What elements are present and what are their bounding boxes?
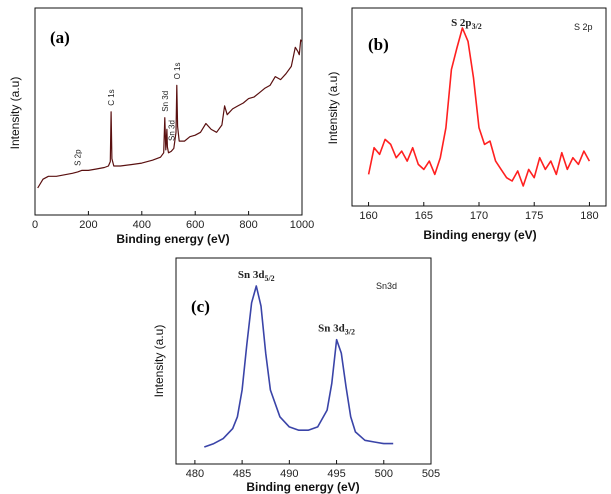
panel-a-xlabel: Binding energy (eV) bbox=[116, 232, 229, 246]
panel-b-label: (b) bbox=[368, 35, 389, 54]
peak-annotation: O 1s bbox=[173, 62, 182, 79]
x-tick-label: 800 bbox=[239, 219, 257, 231]
x-tick-label: 0 bbox=[32, 219, 38, 231]
x-tick-label: 485 bbox=[233, 468, 251, 480]
peak-label-s2p: S 2p3/2 bbox=[451, 17, 482, 31]
panel-b-frame bbox=[351, 7, 607, 207]
series-line-3 bbox=[204, 285, 394, 448]
panel-c-corner-label: Sn3d bbox=[376, 281, 397, 291]
peak-label-sn3d-1: Sn 3d5/2 bbox=[238, 269, 275, 283]
x-tick-label: 490 bbox=[280, 468, 298, 480]
x-tick-label: 170 bbox=[470, 210, 488, 222]
panel-a-label: (a) bbox=[50, 28, 70, 47]
x-tick-label: 495 bbox=[327, 468, 345, 480]
panel-c-xlabel: Binding energy (eV) bbox=[246, 480, 359, 494]
x-tick-label: 400 bbox=[133, 219, 151, 231]
panel-a-frame bbox=[34, 7, 303, 216]
x-tick-label: 175 bbox=[525, 210, 543, 222]
x-tick-label: 160 bbox=[359, 210, 377, 222]
peak-annotation: C 1s bbox=[107, 89, 116, 105]
peak-label-sn3d-2: Sn 3d3/2 bbox=[318, 323, 355, 337]
panel-c-ylabel: Intensity (a.u) bbox=[152, 325, 166, 398]
peak-annotation: Sn 3d bbox=[167, 120, 176, 141]
x-tick-label: 200 bbox=[79, 219, 97, 231]
x-tick-label: 180 bbox=[580, 210, 598, 222]
series-line-2 bbox=[367, 27, 591, 187]
peak-annotation: S 2p bbox=[74, 149, 83, 166]
x-tick-label: 600 bbox=[186, 219, 204, 231]
panel-c-label: (c) bbox=[191, 297, 210, 316]
x-tick-label: 480 bbox=[186, 468, 204, 480]
peak-annotation: Sn 3d bbox=[161, 91, 170, 112]
series-line-1 bbox=[37, 39, 303, 189]
x-tick-label: 505 bbox=[422, 468, 440, 480]
x-tick-label: 500 bbox=[375, 468, 393, 480]
x-tick-label: 165 bbox=[415, 210, 433, 222]
panel-b-ylabel: Intensity (a.u) bbox=[326, 72, 340, 145]
panel-a-ylabel: Intensity (a.u) bbox=[8, 77, 22, 150]
panel-c-frame bbox=[175, 257, 432, 465]
x-tick-label: 1000 bbox=[290, 219, 314, 231]
panel-b-corner-label: S 2p bbox=[574, 22, 593, 32]
panel-b-xlabel: Binding energy (eV) bbox=[423, 228, 536, 242]
